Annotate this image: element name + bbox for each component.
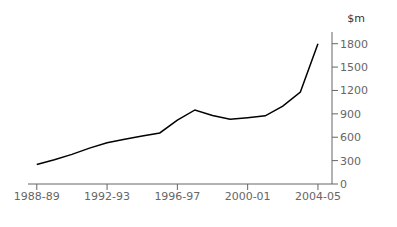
svg-text:1992-93: 1992-93 [84, 190, 130, 203]
svg-text:1996-97: 1996-97 [154, 190, 200, 203]
svg-text:$m: $m [347, 12, 365, 25]
svg-text:2000-01: 2000-01 [225, 190, 271, 203]
svg-text:1200: 1200 [340, 84, 368, 97]
svg-text:2004-05: 2004-05 [295, 190, 341, 203]
svg-text:1988-89: 1988-89 [14, 190, 60, 203]
svg-text:300: 300 [340, 155, 361, 168]
svg-text:600: 600 [340, 131, 361, 144]
svg-text:1800: 1800 [340, 38, 368, 51]
svg-text:1500: 1500 [340, 61, 368, 74]
svg-text:900: 900 [340, 108, 361, 121]
svg-text:0: 0 [340, 178, 347, 191]
